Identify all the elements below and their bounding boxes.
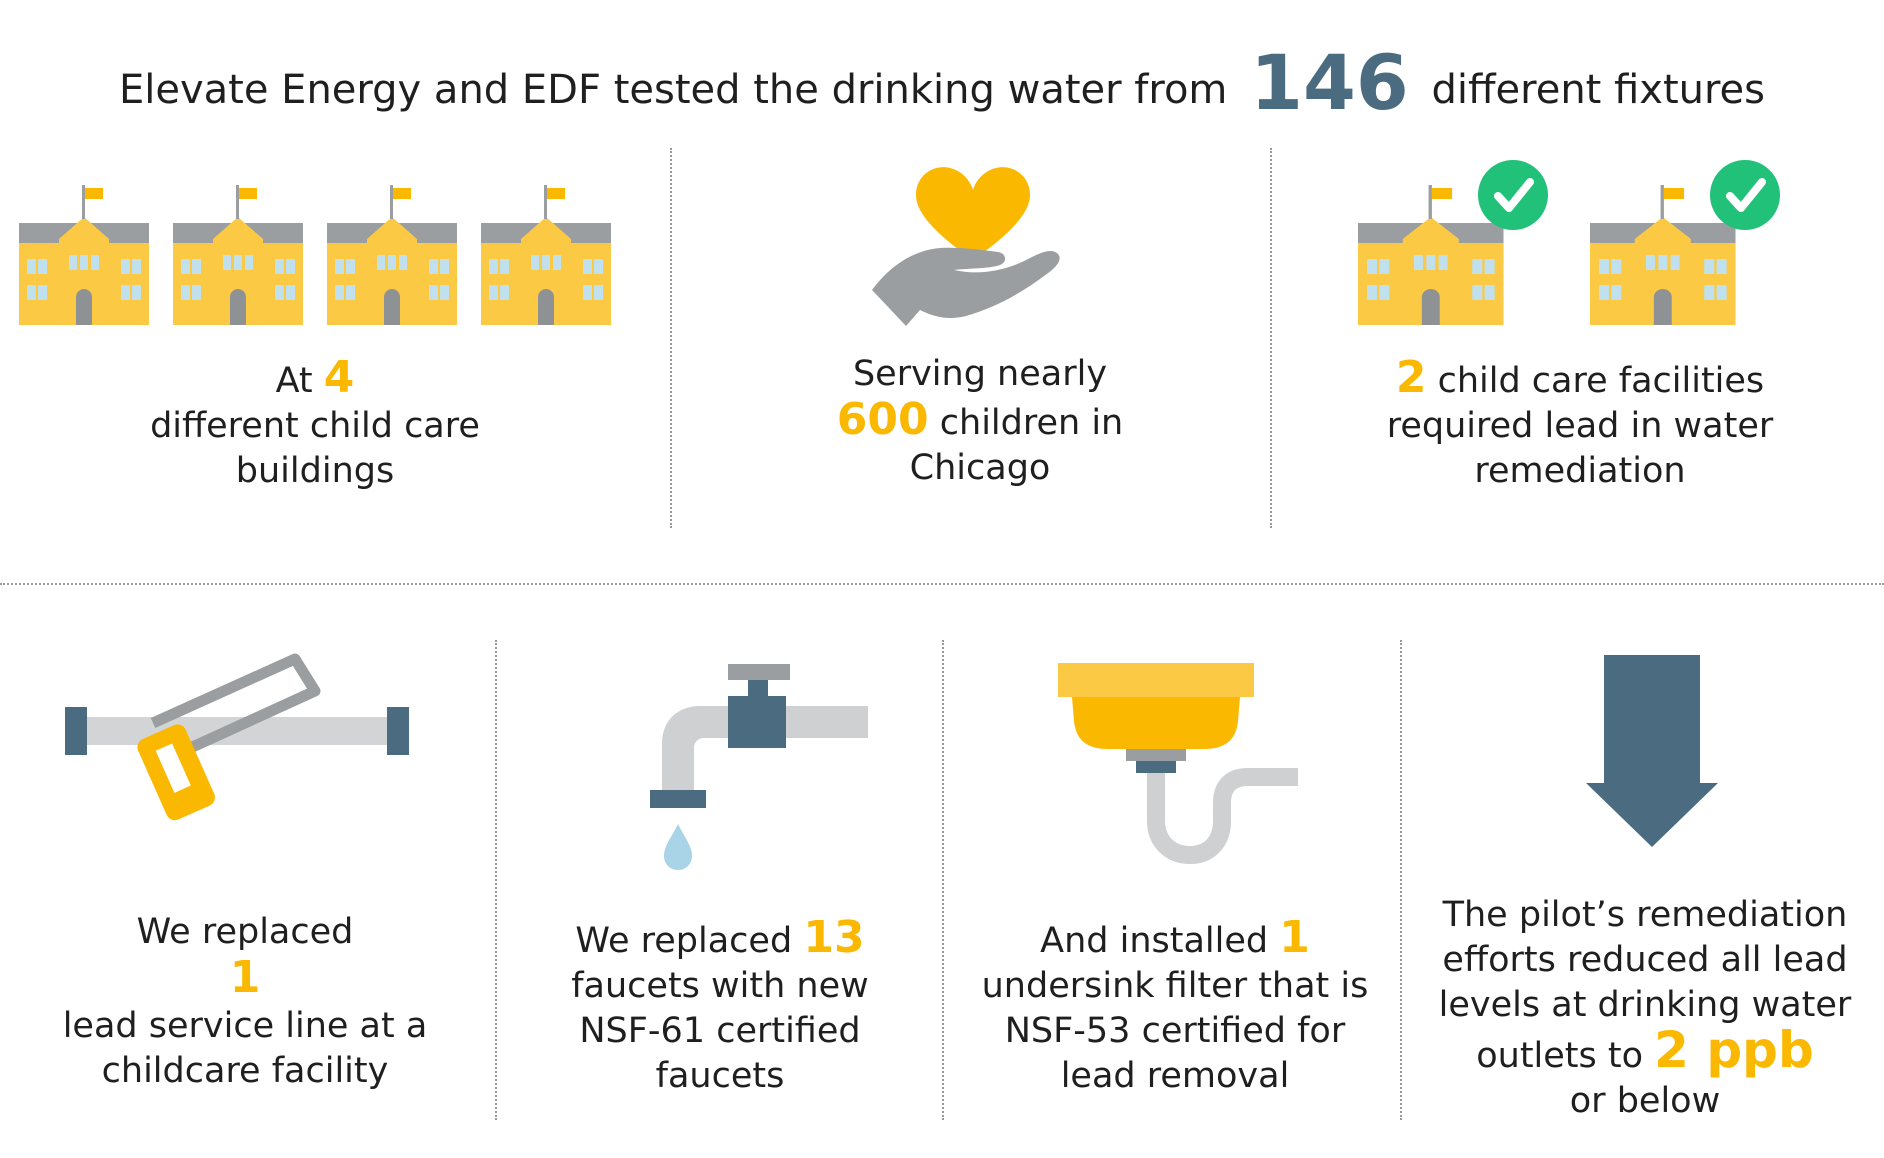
- caption-text: efforts reduced all lead: [1442, 940, 1848, 980]
- caption-text: outlets to: [1476, 1036, 1644, 1076]
- school-building-icon: [327, 185, 457, 325]
- facilities-count: 2: [1395, 352, 1427, 403]
- headline: Elevate Energy and EDF tested the drinki…: [0, 38, 1884, 127]
- service-line-caption: We replaced 1 lead service line at a chi…: [20, 910, 470, 1094]
- caption-text: buildings: [235, 451, 395, 491]
- headline-prefix: Elevate Energy and EDF tested the drinki…: [118, 67, 1228, 113]
- caption-text: The pilot’s remediation: [1442, 895, 1848, 935]
- lead-level-value: 2 ppb: [1654, 1021, 1814, 1079]
- school-building-checked-icon: [1590, 160, 1780, 325]
- school-building-checked-icon: [1358, 160, 1548, 325]
- caption-text: childcare facility: [101, 1051, 389, 1091]
- heart-in-hand-icon: [872, 167, 1060, 326]
- facilities-caption: 2 child care facilities required lead in…: [1290, 355, 1870, 494]
- divider-vertical: [1270, 148, 1272, 528]
- caption-text: lead removal: [1060, 1056, 1290, 1096]
- caption-text: We replaced: [575, 921, 793, 961]
- caption-text: children in: [939, 403, 1124, 443]
- caption-text: We replaced: [136, 912, 354, 952]
- headline-suffix: different fixtures: [1431, 67, 1765, 113]
- children-caption: Serving nearly 600 children in Chicago: [690, 352, 1270, 491]
- caption-text: Chicago: [909, 448, 1051, 488]
- caption-text: or below: [1569, 1081, 1721, 1121]
- divider-vertical: [1400, 640, 1402, 1120]
- buildings-caption: At 4 different child care buildings: [30, 355, 600, 494]
- caption-text: different child care: [150, 406, 480, 446]
- caption-text: remediation: [1474, 451, 1686, 491]
- pipe-hacksaw-icon: [65, 653, 409, 821]
- down-arrow-icon: [1586, 655, 1718, 847]
- caption-text: At: [275, 361, 313, 401]
- caption-text: Serving nearly: [852, 354, 1108, 394]
- caption-text: undersink filter that is: [981, 966, 1369, 1006]
- caption-text: NSF-53 certified for: [1004, 1011, 1346, 1051]
- divider-vertical: [670, 148, 672, 528]
- buildings-count: 4: [323, 352, 355, 403]
- caption-text: required lead in water: [1386, 406, 1774, 446]
- faucet-icon: [650, 664, 868, 870]
- service-line-count: 1: [229, 952, 261, 1003]
- filter-caption: And installed 1 undersink filter that is…: [955, 915, 1395, 1099]
- filter-count: 1: [1279, 912, 1310, 963]
- caption-text: And installed: [1040, 921, 1269, 961]
- school-building-icon: [173, 185, 303, 325]
- divider-vertical: [495, 640, 497, 1120]
- fixtures-count: 146: [1250, 38, 1409, 127]
- faucets-count: 13: [803, 912, 865, 963]
- divider-horizontal: [0, 583, 1884, 585]
- caption-text: child care facilities: [1437, 361, 1765, 401]
- caption-text: lead service line at a: [62, 1006, 428, 1046]
- sink-filter-icon: [1058, 663, 1298, 865]
- divider-vertical: [942, 640, 944, 1120]
- school-building-icon: [481, 185, 611, 325]
- school-building-icon: [19, 185, 149, 325]
- result-caption: The pilot’s remediation efforts reduced …: [1410, 893, 1880, 1124]
- children-count: 600: [836, 394, 929, 445]
- faucets-caption: We replaced 13 faucets with new NSF-61 c…: [510, 915, 930, 1099]
- caption-text: NSF-61 certified: [579, 1011, 861, 1051]
- caption-text: faucets with new: [571, 966, 869, 1006]
- caption-text: levels at drinking water: [1438, 985, 1852, 1025]
- caption-text: faucets: [655, 1056, 785, 1096]
